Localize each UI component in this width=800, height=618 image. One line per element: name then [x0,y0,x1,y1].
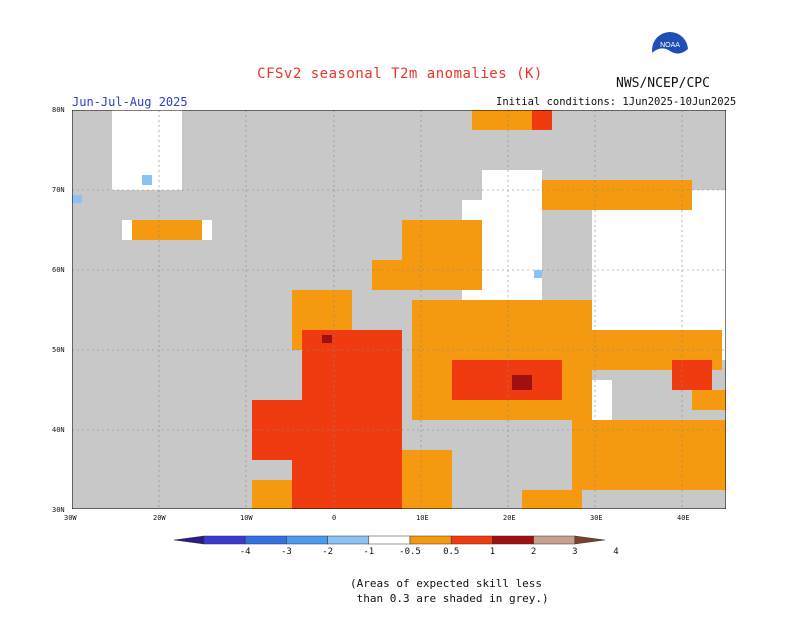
legend-tick-label: 2 [531,547,536,555]
lat-label: 40N [52,426,65,434]
legend-arrow-low [173,535,205,545]
legend-tick-label: 4 [613,547,618,555]
season-label: Jun-Jul-Aug 2025 [72,95,188,109]
legend-arrow-high [574,535,605,545]
legend-tick-label: 3 [572,547,577,555]
anomaly-2-3 [322,335,532,390]
lon-label: 30E [590,514,603,522]
lon-label: 30W [64,514,77,522]
legend-swatch [450,535,493,545]
map-title: CFSv2 seasonal T2m anomalies (K) [257,66,543,82]
svg-text:NOAA: NOAA [660,42,680,49]
lat-label: 30N [52,506,65,514]
legend-swatch [533,535,576,545]
lon-label: 20E [503,514,516,522]
legend-swatch [492,535,534,545]
legend-tick-label: -2 [322,547,333,555]
anomaly-map [72,110,726,509]
legend-swatch [368,535,411,545]
lat-label: 60N [52,266,65,274]
legend-tick-label: -3 [281,547,292,555]
initial-conditions: Initial conditions: 1Jun2025-10Jun2025 [496,96,737,108]
legend-tick-label: -4 [240,547,251,555]
legend-tick-label: -0.5 [399,547,421,555]
legend-tick-label: 0.5 [443,547,459,555]
legend-swatch [244,535,287,545]
lon-label: 20W [153,514,166,522]
lat-label: 50N [52,346,65,354]
legend-tick-label: 1 [490,547,495,555]
cold-spots [72,175,542,278]
lon-label: 10W [240,514,253,522]
legend-swatch [327,535,370,545]
color-legend: -4 -3 -2 -1 -0.5 0.5 1 2 3 4 [173,535,619,555]
lat-label: 70N [52,186,65,194]
legend-swatch [286,535,328,545]
agency-label: NWS/NCEP/CPC [616,76,710,91]
skill-note: (Areas of expected skill less than 0.3 a… [350,577,549,605]
lon-label: 40E [677,514,690,522]
noaa-logo: NOAA [652,32,688,69]
legend-tick-label: -1 [363,547,374,555]
lon-label: 0 [332,514,337,522]
lat-label: 80N [52,106,65,114]
lon-label: 10E [416,514,429,522]
graticule [72,110,726,509]
legend-swatch [409,535,452,545]
legend-swatch [203,535,246,545]
